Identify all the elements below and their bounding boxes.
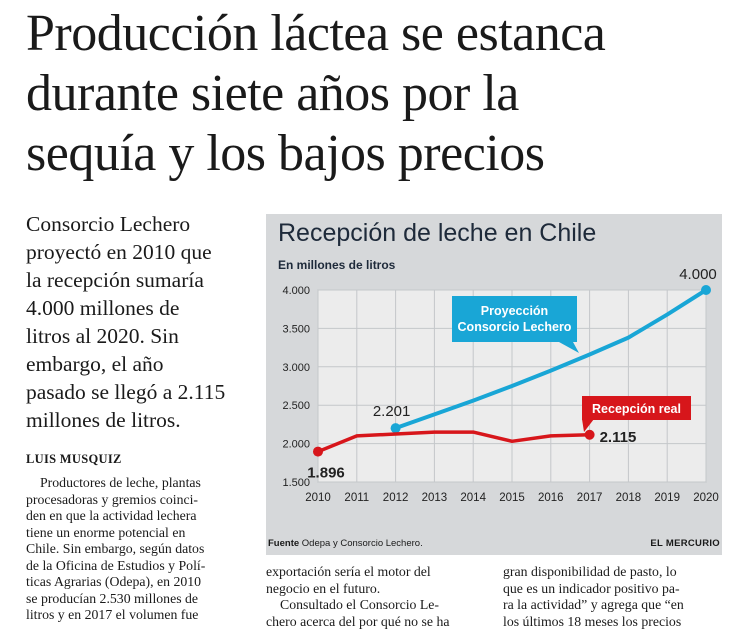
data-point-real-end: [584, 429, 595, 440]
y-tick-label: 2.000: [282, 439, 310, 451]
lead-line: millones de litros.: [26, 408, 181, 432]
body-line: procesadoras y gremios coinci-: [26, 491, 199, 507]
byline: LUIS MUSQUIZ: [26, 452, 122, 466]
body-line: tiene un enorme potencial en: [26, 524, 186, 540]
x-tick-label: 2018: [616, 492, 642, 504]
lead-paragraph: Consorcio Lechero proyectó en 2010 que l…: [26, 210, 258, 434]
legend-box-projection: [452, 296, 577, 342]
lead-line: pasado se llegó a 2.115: [26, 380, 226, 404]
body-line: los últimos 18 meses los precios: [503, 613, 682, 629]
y-tick-label: 3.500: [282, 323, 310, 335]
legend-pointer-real: [582, 419, 594, 432]
body-line: de la Oficina de Estudios y Polí-: [26, 557, 206, 573]
y-tick-label: 3.000: [282, 362, 310, 374]
body-line: litros y en 2017 el volumen fue: [26, 607, 199, 622]
x-tick-label: 2013: [422, 492, 448, 504]
chart-source-row: Fuente Odepa y Consorcio Lechero. EL MER…: [268, 538, 720, 549]
data-point-projection-end: [701, 285, 711, 295]
body-column-3: gran disponibilidad de pasto, lo que es …: [503, 564, 721, 630]
lead-line: litros al 2020. Sin: [26, 324, 179, 348]
body-line: negocio en el futuro.: [266, 580, 381, 596]
chart-credit: EL MERCURIO: [650, 538, 720, 549]
source-label: Fuente: [268, 538, 300, 549]
series-line-projection: [394, 288, 708, 431]
chart-unit-label: En millones de litros: [278, 258, 396, 272]
body-line: chero acerca del por qué no se ha: [266, 613, 450, 629]
body-line: que es un indicador positivo pa-: [503, 580, 680, 596]
body-column-1: Productores de leche, plantas procesador…: [26, 475, 258, 624]
body-line: gran disponibilidad de pasto, lo: [503, 564, 677, 579]
y-tick-label: 1.500: [282, 477, 310, 489]
lead-line: Consorcio Lechero: [26, 212, 191, 236]
body-line: ticas Agrarias (Odepa), en 2010: [26, 574, 202, 589]
lead-line: proyectó en 2010 que: [26, 240, 212, 264]
lead-line: 4.000 millones de: [26, 296, 180, 320]
body-line: ra la actividad” y agrega que “en: [503, 597, 684, 612]
x-tick-label: 2012: [383, 492, 409, 504]
data-label-projection-start: 2.201: [373, 403, 411, 420]
y-tick-label: 4.000: [282, 285, 310, 297]
data-label-real-start: 1.896: [307, 465, 345, 482]
series-line-real: [317, 430, 590, 454]
headline-line: durante siete años por la: [26, 65, 519, 122]
source-text: Odepa y Consorcio Lechero.: [301, 538, 423, 549]
x-tick-label: 2010: [305, 492, 331, 504]
body-column-2: exportación sería el motor del negocio e…: [266, 564, 484, 630]
legend-label-projection: Consorcio Lechero: [458, 320, 572, 334]
body-line: den en que la actividad lechera: [26, 508, 197, 523]
body-line: Consultado el Consorcio Le-: [280, 597, 440, 612]
chart-canvas: 1.500 2.000 2.500 3.000 3.500 4.000 2010 2011 20…: [282, 266, 719, 504]
body-line: se producían 2.530 millones de: [26, 590, 199, 606]
legend-label-real: Recepción real: [592, 402, 681, 416]
headline-line: sequía y los bajos precios: [26, 125, 545, 182]
x-tick-label: 2016: [538, 492, 564, 504]
body-line: exportación sería el motor del: [266, 564, 431, 579]
legend-label-projection: Proyección: [481, 304, 548, 318]
headline: Producción láctea se estanca durante sie…: [26, 4, 726, 184]
data-label-projection-end: 4.000: [679, 266, 717, 283]
x-tick-label: 2014: [460, 492, 486, 504]
x-tick-label: 2011: [344, 492, 369, 504]
headline-line: Producción láctea se estanca: [26, 5, 606, 62]
body-line: Productores de leche, plantas: [40, 475, 201, 490]
data-label-real-end: 2.115: [600, 429, 637, 446]
x-tick-label: 2020: [693, 492, 719, 504]
data-point-real-start: [313, 446, 323, 457]
x-tick-label: 2015: [499, 492, 525, 504]
legend-box-real: [582, 396, 691, 420]
chart-panel: 1.500 2.000 2.500 3.000 3.500 4.000 2010 2011 20…: [266, 214, 722, 555]
x-tick-label: 2017: [577, 492, 603, 504]
body-line: Chile. Sin embargo, según datos: [26, 541, 205, 556]
chart-title: Recepción de leche en Chile: [278, 219, 597, 247]
y-tick-label: 2.500: [282, 400, 310, 412]
legend-pointer-projection: [559, 342, 579, 353]
data-point-projection-start: [390, 423, 401, 434]
x-tick-label: 2019: [654, 492, 680, 504]
lead-line: la recepción sumaría: [26, 268, 204, 292]
lead-line: embargo, el año: [26, 352, 164, 376]
